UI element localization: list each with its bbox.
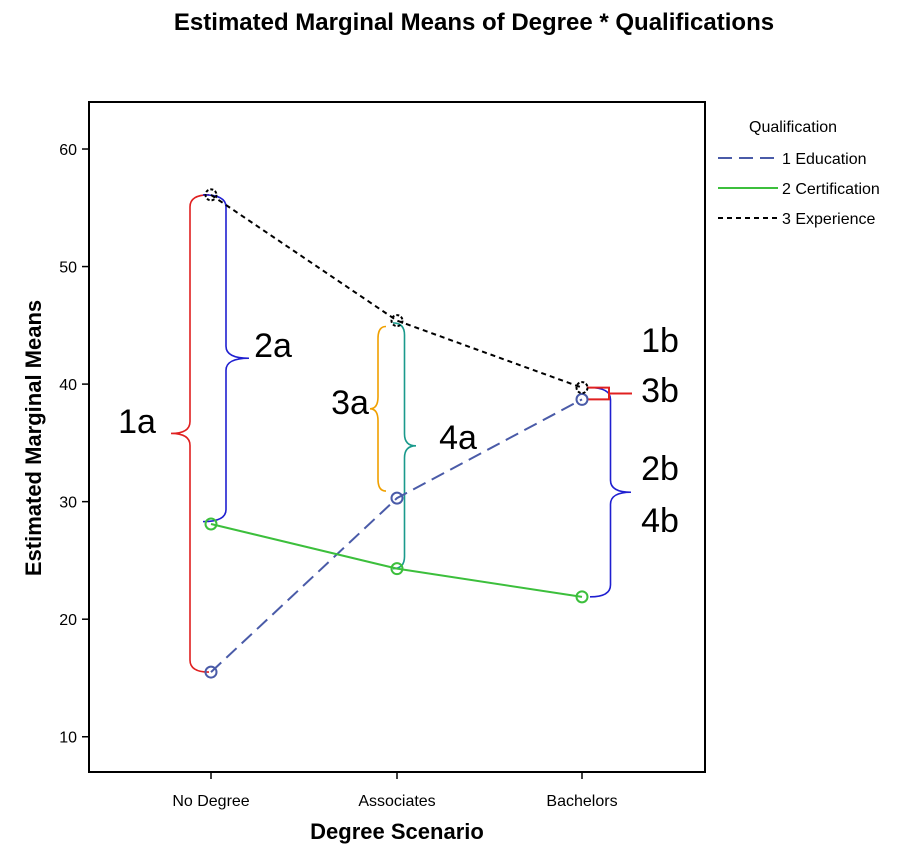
- series-line-2: [210, 194, 583, 389]
- bracket-4a: [392, 322, 417, 570]
- y-tick-label-20: 20: [59, 612, 77, 629]
- y-axis-title: Estimated Marginal Means: [21, 300, 46, 576]
- legend-label-education: 1 Education: [782, 151, 867, 168]
- series-line-1: [210, 523, 583, 598]
- x-axis-title: Degree Scenario: [310, 819, 484, 844]
- annotation-label-1b: 1b: [641, 322, 679, 360]
- legend-title: Qualification: [749, 119, 837, 136]
- data-point-s2-0: [204, 188, 218, 202]
- data-point-s1-2: [575, 590, 589, 604]
- annotation-label-3a: 3a: [331, 384, 369, 422]
- data-point-s1-1: [390, 562, 404, 576]
- x-tick-label-1: Associates: [358, 793, 435, 810]
- plot-frame: [88, 101, 706, 773]
- series-line-0: [210, 398, 583, 673]
- data-point-s0-2: [575, 392, 589, 406]
- y-tick-label-60: 60: [59, 142, 77, 159]
- bracket-3a: [369, 325, 387, 492]
- bracket-2a: [202, 194, 250, 523]
- bracket-2b: [589, 386, 632, 598]
- data-point-s1-0: [204, 517, 218, 531]
- legend: Qualification 1 Education 2 Certificatio…: [718, 119, 880, 228]
- y-tick-label-30: 30: [59, 495, 77, 512]
- y-tick-label-40: 40: [59, 377, 77, 394]
- bracket-1a: [170, 194, 210, 673]
- data-point-s0-1: [390, 491, 404, 505]
- annotation-label-4b: 4b: [641, 502, 679, 540]
- brackets: [170, 194, 632, 673]
- x-tick-label-2: Bachelors: [546, 793, 617, 810]
- annotation-label-4a: 4a: [439, 419, 477, 457]
- y-tick-label-10: 10: [59, 730, 77, 747]
- series-lines: [210, 194, 583, 673]
- chart-title: Estimated Marginal Means of Degree * Qua…: [174, 9, 774, 36]
- data-point-s2-2: [575, 381, 589, 395]
- annotation-label-2b: 2b: [641, 450, 679, 488]
- y-tick-label-50: 50: [59, 260, 77, 277]
- legend-label-experience: 3 Experience: [782, 211, 875, 228]
- annotation-label-1a: 1a: [118, 403, 156, 441]
- data-point-s2-1: [390, 314, 404, 328]
- axis-ticks: 10 20 30 40 50 60 No Degree Associates Bachelors: [59, 142, 617, 810]
- bracket-labels: 1a 2a 3a 4a 1b 3b 2b 4b: [118, 322, 679, 540]
- legend-label-certification: 2 Certification: [782, 181, 880, 198]
- x-tick-label-0: No Degree: [172, 793, 249, 810]
- annotation-label-2a: 2a: [254, 327, 292, 365]
- bracket-1b-3b: [587, 386, 632, 401]
- data-point-s0-0: [204, 665, 218, 679]
- series-markers: [204, 188, 589, 679]
- annotation-label-3b: 3b: [641, 372, 679, 410]
